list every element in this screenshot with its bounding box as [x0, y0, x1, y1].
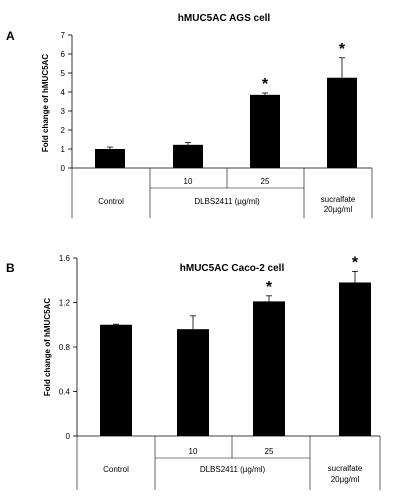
panel-a-significance-marker: * — [262, 76, 269, 93]
panel-a-bar — [95, 149, 125, 168]
panel-a-significance: ** — [262, 41, 346, 93]
panel-a-label: A — [6, 29, 15, 43]
panel-a-group-label: DLBS2411 (µg/ml) — [194, 197, 260, 206]
panel-b-y-ticks: 0 0.4 0.8 1.2 1.6 — [59, 254, 77, 441]
panel-a: A hMUC5AC AGS cell Fold change of hMUC5A… — [6, 13, 373, 218]
panel-a-y-tick-label: 0 — [61, 164, 66, 173]
panel-a-axes — [71, 35, 373, 218]
panel-a-y-tick-label: 3 — [61, 107, 66, 116]
panel-b-y-tick-label: 0.4 — [59, 388, 71, 397]
panel-b-bar — [339, 282, 371, 436]
panel-a-y-ticks: 0 1 2 3 4 5 6 7 — [61, 31, 72, 173]
panel-b-y-tick-label: 1.6 — [59, 254, 71, 263]
panel-a-bars — [95, 77, 357, 168]
panel-b-title: hMUC5AC Caco-2 cell — [180, 263, 285, 274]
panel-b-bar — [253, 301, 285, 436]
panel-b-category-label: 10 — [189, 447, 198, 456]
panel-b-bar — [100, 324, 132, 436]
panel-a-category-label: 10 — [184, 177, 193, 186]
panel-b: B hMUC5AC Caco-2 cell Fold change of hMU… — [6, 254, 381, 490]
panel-a-error-bars — [107, 57, 345, 149]
panel-a-y-tick-label: 5 — [61, 69, 66, 78]
panel-a-category-label: 25 — [261, 177, 270, 186]
panel-a-bar — [327, 77, 357, 168]
panel-b-group-label: DLBS2411 (µg/ml) — [200, 465, 266, 474]
panel-a-categories: Control 10 25 DLBS2411 (µg/ml) sucralfate 20µ… — [98, 177, 356, 214]
panel-a-y-tick-label: 6 — [61, 50, 66, 59]
panel-b-y-tick-label: 0 — [66, 432, 71, 441]
panel-b-y-tick-label: 1.2 — [59, 299, 71, 308]
panel-a-y-tick-label: 2 — [61, 126, 66, 135]
panel-b-significance-marker: * — [266, 279, 273, 296]
panel-b-significance: ** — [266, 254, 359, 295]
panel-a-y-tick-label: 1 — [61, 145, 66, 154]
panel-a-bar — [250, 94, 280, 168]
panel-b-label: B — [6, 261, 15, 275]
panel-a-significance-marker: * — [339, 41, 346, 58]
panel-a-category-label: Control — [98, 197, 124, 206]
panel-b-bar — [177, 329, 209, 436]
panel-b-y-tick-label: 0.8 — [59, 343, 71, 352]
panel-b-axes — [76, 258, 381, 490]
panel-b-bars — [100, 282, 371, 436]
panel-a-title: hMUC5AC AGS cell — [178, 13, 271, 24]
panel-b-significance-marker: * — [352, 254, 359, 271]
panel-b-category-label: 25 — [265, 447, 274, 456]
panel-a-y-tick-label: 4 — [61, 88, 66, 97]
panel-b-category-label: Control — [103, 465, 129, 474]
panel-a-y-axis-label: Fold change of hMUC5AC — [41, 54, 50, 152]
panel-a-category-label: sucralfate 20µg/ml — [321, 195, 356, 214]
panel-b-y-axis-label: Fold change of hMUC5AC — [43, 298, 52, 396]
panel-b-error-bars — [113, 270, 358, 330]
panel-b-categories: Control 10 25 DLBS2411 (µg/ml) sucralfate 20µ… — [103, 447, 363, 484]
panel-a-bar — [173, 144, 203, 168]
panel-a-y-tick-label: 7 — [61, 31, 66, 40]
panel-b-category-label: sucralfate 20µg/ml — [328, 464, 363, 484]
